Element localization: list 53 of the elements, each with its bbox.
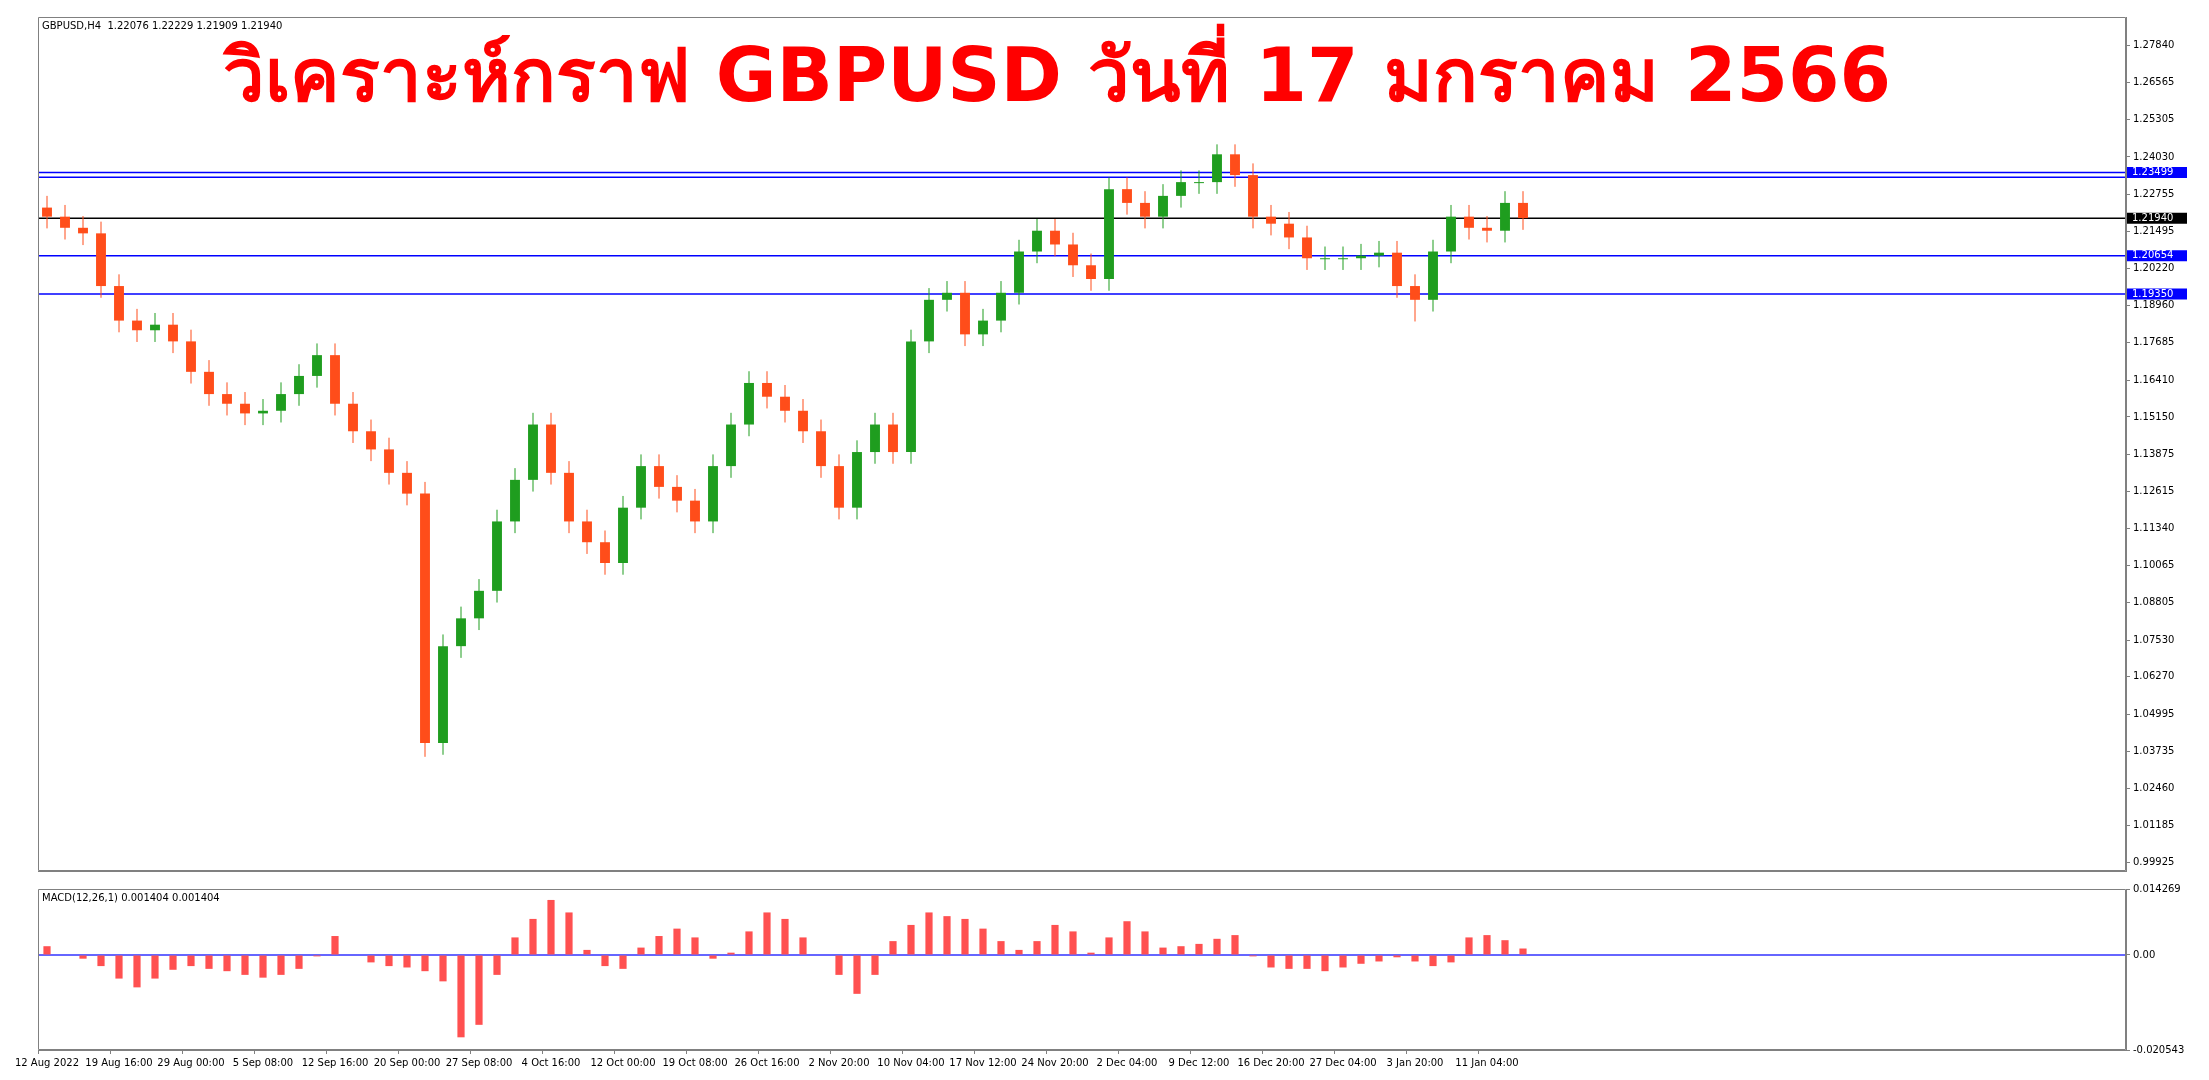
chart-title: MACD(12,26,1) 0.001404 0.001404 <box>42 891 220 903</box>
x-tick-label: 24 Nov 20:00 <box>1021 1056 1089 1068</box>
x-tick-label: 19 Oct 08:00 <box>662 1056 728 1068</box>
y-tick-label: 1.13875 <box>2133 447 2175 459</box>
y-tick-label: 1.03735 <box>2133 744 2175 756</box>
x-tick-label: 3 Jan 20:00 <box>1386 1056 1444 1068</box>
x-tick-label: 4 Oct 16:00 <box>521 1056 581 1068</box>
x-tick-label: 17 Nov 12:00 <box>949 1056 1017 1068</box>
y-tick-label: 1.12615 <box>2133 484 2175 496</box>
y-tick-label: 1.18960 <box>2133 298 2175 310</box>
x-tick-label: 9 Dec 12:00 <box>1168 1056 1230 1068</box>
y-tick-label: -0.020543 <box>2133 1043 2185 1055</box>
x-tick-label: 2 Dec 04:00 <box>1096 1056 1158 1068</box>
y-tick-label: 1.02460 <box>2133 782 2175 794</box>
y-tick-label: 1.22755 <box>2133 187 2175 199</box>
y-tick-label: 1.16410 <box>2133 373 2175 385</box>
y-tick-label: 1.24030 <box>2133 150 2175 162</box>
x-tick-label: 27 Dec 04:00 <box>1309 1056 1377 1068</box>
ref-line-label: 1.20654 <box>2132 249 2174 261</box>
x-tick-label: 5 Sep 08:00 <box>232 1056 294 1068</box>
x-tick-label: 10 Nov 04:00 <box>877 1056 945 1068</box>
y-tick-label: 1.07530 <box>2133 633 2175 645</box>
ref-line-label: 1.19350 <box>2132 287 2174 299</box>
y-tick-label: 1.17685 <box>2133 336 2175 348</box>
y-tick-label: 1.20220 <box>2133 262 2175 274</box>
x-tick-label: 29 Aug 00:00 <box>157 1056 225 1068</box>
y-tick-label: 1.25305 <box>2133 113 2175 125</box>
y-tick-label: 1.01185 <box>2133 819 2175 831</box>
x-tick-label: 16 Dec 20:00 <box>1237 1056 1305 1068</box>
y-tick-label: 1.10065 <box>2133 559 2175 571</box>
x-tick-label: 20 Sep 00:00 <box>373 1056 441 1068</box>
y-tick-label: 0.00 <box>2133 948 2156 960</box>
x-tick-label: 11 Jan 04:00 <box>1455 1056 1519 1068</box>
y-tick-label: 1.08805 <box>2133 596 2175 608</box>
x-tick-label: 2 Nov 20:00 <box>808 1056 870 1068</box>
x-tick-label: 26 Oct 16:00 <box>734 1056 800 1068</box>
ref-line-label: 1.23499 <box>2132 166 2174 178</box>
y-tick-label: 1.11340 <box>2133 522 2175 534</box>
y-tick-label: 1.27840 <box>2133 38 2175 50</box>
y-tick-label: 1.21495 <box>2133 224 2175 236</box>
x-tick-label: 27 Sep 08:00 <box>445 1056 513 1068</box>
x-tick-label: 12 Aug 2022 <box>14 1056 80 1068</box>
y-tick-label: 1.15150 <box>2133 410 2175 422</box>
x-tick-label: 19 Aug 16:00 <box>85 1056 153 1068</box>
y-tick-label: 0.014269 <box>2133 882 2181 894</box>
ref-line-label: 1.21940 <box>2132 211 2174 223</box>
chart-subtitle: GBPUSD,H4 1.22076 1.22229 1.21909 1.21940 <box>42 19 283 31</box>
y-tick-label: 1.26565 <box>2133 76 2175 88</box>
x-tick-label: 12 Oct 00:00 <box>590 1056 656 1068</box>
x-tick-label: 12 Sep 16:00 <box>301 1056 369 1068</box>
y-tick-label: 0.99925 <box>2133 856 2175 868</box>
y-tick-label: 1.04995 <box>2133 707 2175 719</box>
y-tick-label: 1.06270 <box>2133 670 2175 682</box>
